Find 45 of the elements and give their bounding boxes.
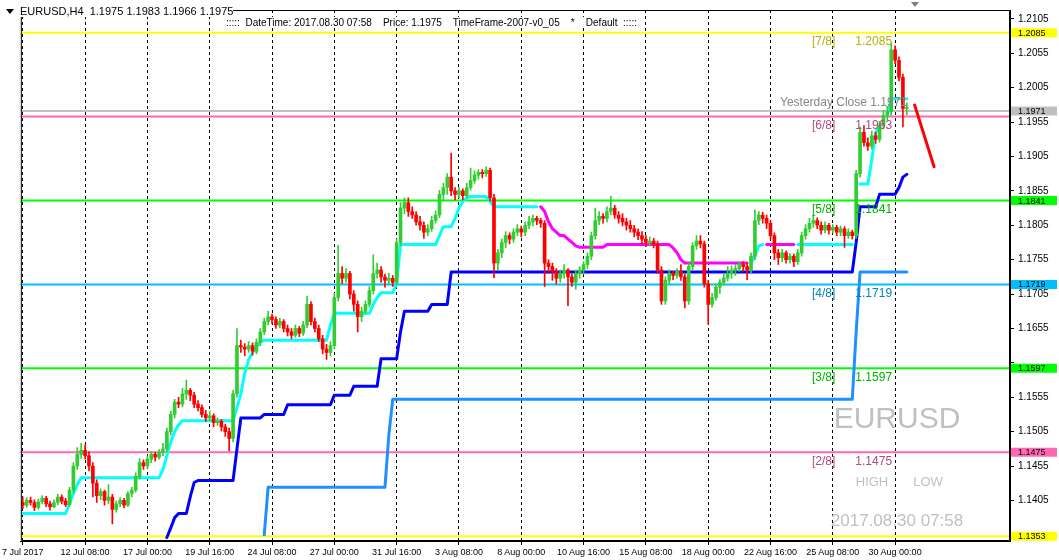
y-tick-label: 1.2005	[1018, 81, 1050, 93]
chart-title: EURUSD,H4 1.1975 1.1983 1.1966 1.1975	[20, 5, 234, 17]
x-tick-label: 12 Jul 08:00	[60, 546, 110, 557]
x-tick-label: 17 Jul 00:00	[122, 546, 172, 557]
text: 1.2085	[1018, 27, 1046, 38]
x-tick-label: 19 Jul 16:00	[185, 546, 235, 557]
text: 1.1971	[1018, 106, 1046, 117]
annotation: EURUSD	[833, 401, 961, 435]
x-tick-label: 25 Aug 08:00	[806, 546, 860, 557]
annotation: 2017.08.30 07:58	[830, 510, 964, 530]
y-tick-label: 1.1955	[1018, 115, 1050, 127]
y-tick-label: 1.1705	[1018, 287, 1050, 299]
y-tick-label: 1.1555	[1018, 390, 1050, 402]
y-tick-label: 1.1905	[1018, 150, 1050, 162]
y-tick-label: 1.2105	[1018, 12, 1050, 24]
text: 1.1475	[1018, 447, 1046, 458]
ref-line-label: [3/8] 1.1597	[812, 369, 893, 384]
annotation: LOW	[913, 473, 944, 489]
x-tick-label: 22 Aug 16:00	[743, 546, 798, 557]
x-tick-label: 15 Aug 08:00	[619, 546, 673, 557]
ref-line-label: [7/8] 1.2085	[812, 34, 893, 49]
y-tick-label: 1.1405	[1018, 494, 1050, 506]
y-tick-label: 1.1455	[1018, 459, 1050, 471]
x-tick-label: 24 Jul 08:00	[247, 546, 297, 557]
text: ::::: DateTime: 2017.08.30 07:58 Price: 1.1975 TimeFrame-2007-v0_05 * Default :::::	[226, 17, 637, 28]
x-tick-label: 3 Aug 08:00	[434, 546, 483, 557]
x-tick-label: 7 Jul 2017	[2, 546, 44, 557]
text: 1.1597	[1018, 363, 1046, 374]
x-tick-label: 31 Jul 16:00	[372, 546, 422, 557]
x-tick-label: 8 Aug 00:00	[497, 546, 546, 557]
text: 1.1719	[1018, 279, 1046, 290]
y-tick-label: 1.1805	[1018, 219, 1050, 231]
text: 1.1353	[1018, 531, 1046, 542]
y-tick-label: 1.1755	[1018, 253, 1050, 265]
y-tick-label: 1.2055	[1018, 47, 1050, 59]
x-tick-label: 27 Jul 00:00	[309, 546, 359, 557]
text: 1.1841	[1018, 195, 1046, 206]
ref-line-label: [2/8] 1.1475	[812, 453, 893, 468]
y-tick-label: 1.1855	[1018, 184, 1050, 196]
y-tick-label: 1.1655	[1018, 322, 1050, 334]
y-tick-label: 1.1505	[1018, 425, 1050, 437]
x-tick-label: 10 Aug 16:00	[557, 546, 611, 557]
x-tick-label: 18 Aug 00:00	[681, 546, 735, 557]
annotation: HIGH	[855, 473, 889, 489]
x-tick-label: 30 Aug 00:00	[868, 546, 922, 557]
